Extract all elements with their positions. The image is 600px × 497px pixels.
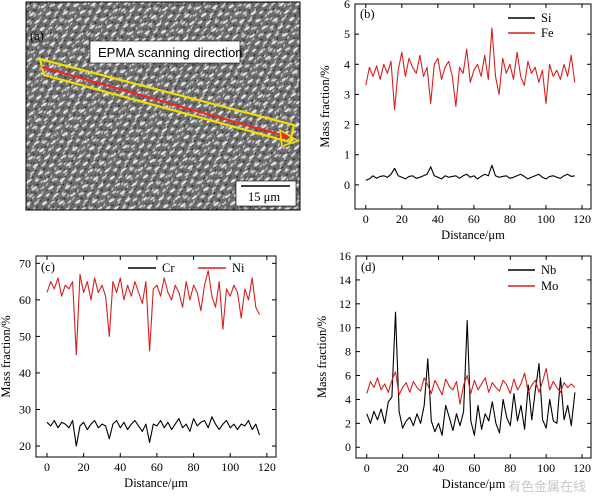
y-tick-label: 6 [345, 369, 351, 383]
y-tick-label: 4 [345, 392, 351, 406]
y-tick-label: 14 [339, 273, 351, 287]
y-axis-label: Mass fraction/% [315, 316, 329, 398]
y-tick-label: 30 [19, 402, 31, 416]
panel-label-b: (b) [360, 7, 375, 21]
plot-frame [355, 255, 592, 459]
y-tick-label: 6 [344, 0, 350, 11]
y-tick-label: 60 [19, 293, 31, 307]
arrow-label-box [89, 40, 241, 64]
x-tick-label: 120 [573, 461, 591, 475]
plot-frame [354, 3, 592, 210]
plot-frame [35, 255, 277, 458]
x-tick-label: 100 [537, 212, 555, 226]
chart-panel-d: 0 20 40 60 80 100 120 0 2 4 6 8 10 12 14 16 Distance/μm M… [315, 249, 592, 491]
panel-label-c: (c) [41, 260, 55, 274]
y-tick-label: 2 [345, 416, 351, 430]
x-axis-label: Distance/μm [441, 228, 505, 242]
chart-panel-b: 0 20 40 60 80 100 120 0 1 2 3 4 5 6 Distance/μm Mass fr… [318, 0, 592, 242]
x-tick-label: 20 [397, 461, 409, 475]
series-line-mo [366, 367, 576, 405]
micrograph-frame [25, 1, 301, 211]
y-tick-label: 12 [339, 297, 351, 311]
x-tick-label: 120 [258, 460, 276, 474]
series-line-si [365, 164, 575, 181]
series-line-ni [46, 270, 260, 356]
x-tick-label: 0 [44, 460, 50, 474]
x-axis-label: Distance/μm [124, 476, 188, 490]
y-tick-label: 3 [344, 87, 350, 101]
x-tick-label: 80 [188, 460, 200, 474]
scan-direction-arrow [41, 66, 290, 140]
x-tick-label: 40 [432, 212, 444, 226]
x-tick-label: 60 [468, 461, 480, 475]
scale-bar-label: 15 μm [248, 190, 280, 204]
y-tick-label: 0 [345, 440, 351, 454]
x-tick-label: 40 [433, 461, 445, 475]
scan-arrow-head-outline [279, 128, 300, 148]
y-tick-label: 8 [345, 345, 351, 359]
micrograph-panel: (a) EPMA scanning direction 15 μm [25, 1, 301, 211]
x-tick-label: 40 [114, 460, 126, 474]
x-tick-label: 20 [396, 212, 408, 226]
x-tick-label: 0 [364, 461, 370, 475]
y-tick-label: 50 [19, 329, 31, 343]
x-tick-label: 0 [363, 212, 369, 226]
x-tick-label: 120 [573, 212, 591, 226]
x-tick-label: 20 [78, 460, 90, 474]
y-tick-label: 4 [344, 57, 350, 71]
x-tick-label: 60 [151, 460, 163, 474]
x-tick-label: 80 [504, 212, 516, 226]
legend-label-ni: Ni [232, 261, 245, 275]
legend-label-nb: Nb [541, 263, 556, 277]
y-axis-label: Mass fraction/% [0, 315, 13, 397]
series-line-nb [366, 311, 576, 436]
y-tick-label: 16 [339, 249, 351, 263]
series-line-fe [365, 27, 576, 111]
watermark: 有色金属在线 [508, 479, 586, 495]
scan-region-box [38, 57, 296, 144]
x-tick-label: 60 [468, 212, 480, 226]
x-tick-label: 100 [537, 461, 555, 475]
micrograph-texture [26, 2, 300, 210]
legend-label-cr: Cr [162, 261, 175, 275]
y-tick-label: 40 [19, 366, 31, 380]
legend-label-fe: Fe [541, 26, 554, 40]
panel-label-d: (d) [361, 260, 376, 274]
x-tick-label: 80 [504, 461, 516, 475]
chart-panel-c: 0 20 40 60 80 100 120 20 30 40 50 60 70 Distance/μm Ma… [0, 255, 277, 490]
series-line-cr [46, 416, 261, 447]
x-axis-label: Distance/μm [442, 477, 506, 491]
legend-label-si: Si [541, 11, 552, 25]
y-axis-label: Mass fraction/% [318, 65, 332, 147]
scale-bar-box [235, 180, 297, 207]
arrow-label: EPMA scanning direction [98, 45, 243, 60]
y-tick-label: 70 [19, 256, 31, 270]
panel-label-a: (a) [30, 29, 44, 43]
y-tick-label: 1 [344, 148, 350, 162]
y-tick-label: 20 [19, 439, 31, 453]
legend-label-mo: Mo [541, 279, 558, 293]
y-tick-label: 10 [339, 321, 351, 335]
y-tick-label: 0 [344, 178, 350, 192]
x-tick-label: 100 [221, 460, 239, 474]
y-tick-label: 5 [344, 27, 350, 41]
y-tick-label: 2 [344, 118, 350, 132]
